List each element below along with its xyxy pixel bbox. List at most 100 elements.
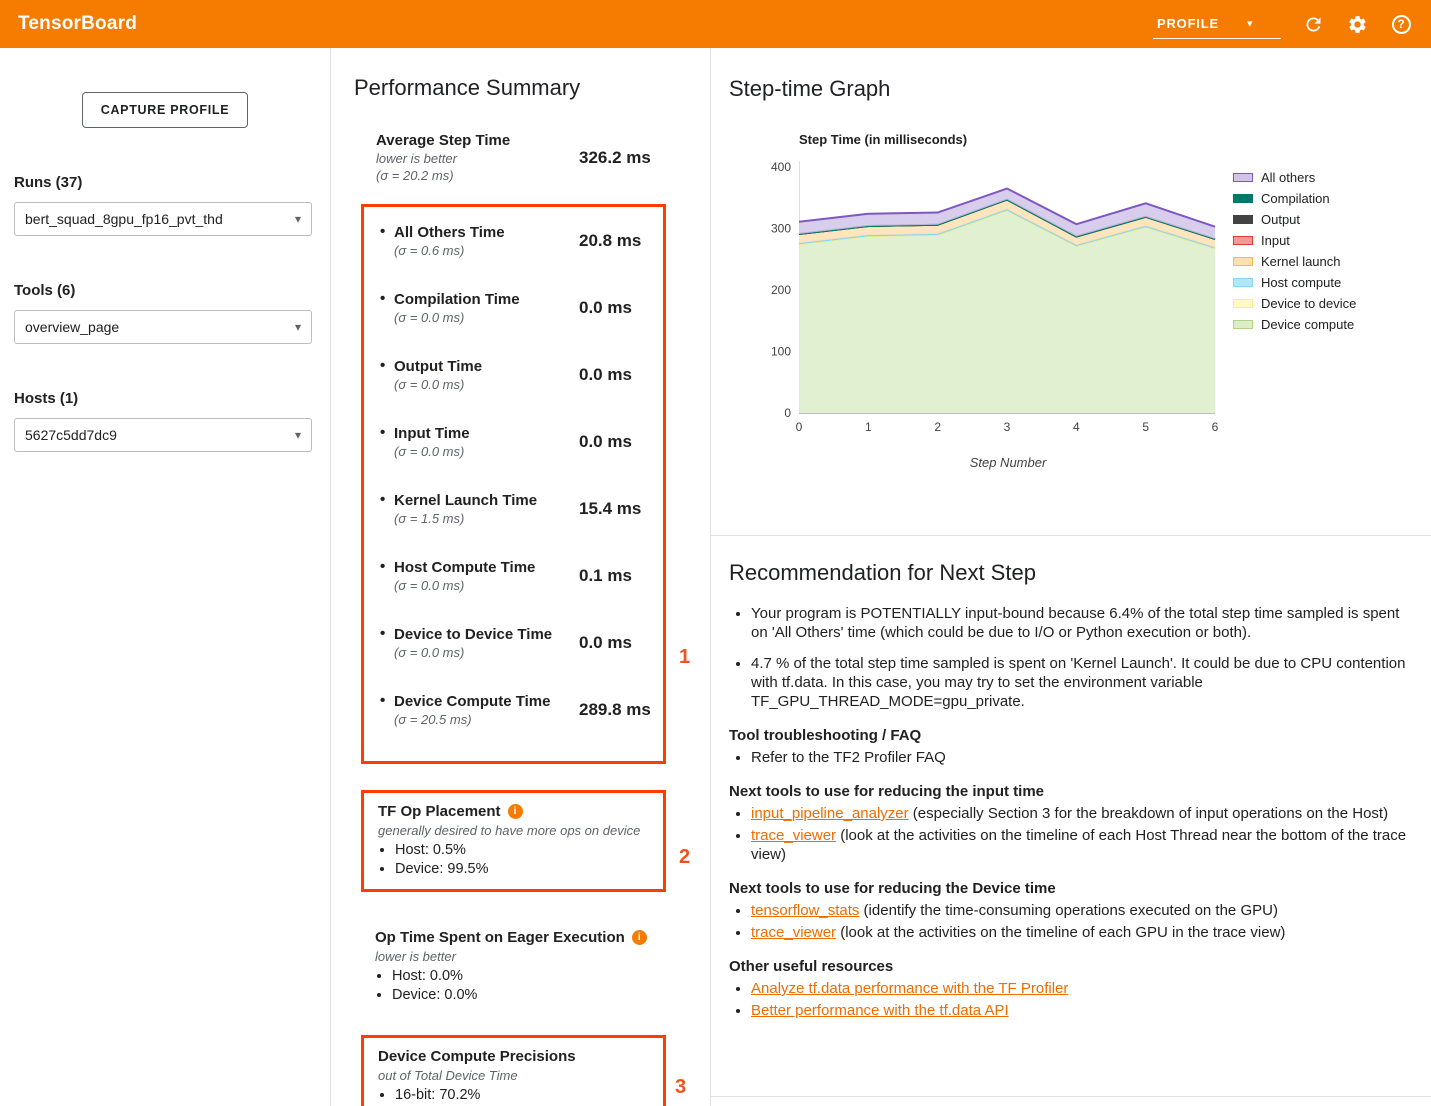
tf-op-placement-hint: generally desired to have more ops on de…: [378, 823, 653, 838]
metric-row: Device Compute Time (σ = 20.5 ms) 289.8 …: [378, 692, 653, 728]
tools-group: Tools (6) overview_page ▾: [14, 282, 316, 344]
rec-link[interactable]: input_pipeline_analyzer: [751, 805, 909, 822]
rec-text: (especially Section 3 for the breakdown …: [909, 805, 1388, 822]
metric-row: Kernel Launch Time (σ = 1.5 ms) 15.4 ms: [378, 491, 653, 527]
rec-link[interactable]: trace_viewer: [751, 924, 836, 941]
info-icon[interactable]: i: [508, 804, 523, 819]
refresh-button[interactable]: [1301, 12, 1325, 36]
app-bar: TensorBoard PROFILE ▾ ?: [0, 0, 1431, 48]
legend-item: All others: [1233, 167, 1356, 188]
metric-value: 20.8 ms: [579, 231, 641, 251]
help-icon: ?: [1392, 15, 1411, 34]
rec-text: Refer to the TF2 Profiler FAQ: [751, 749, 946, 766]
help-button[interactable]: ?: [1389, 12, 1413, 36]
settings-button[interactable]: [1345, 12, 1369, 36]
metric-label: Host Compute Time: [394, 558, 579, 577]
metric-value: 0.0 ms: [579, 365, 632, 385]
svg-text:3: 3: [1004, 420, 1011, 434]
info-icon[interactable]: i: [632, 930, 647, 945]
legend-swatch: [1233, 299, 1253, 308]
legend-label: Compilation: [1261, 191, 1330, 206]
legend-swatch: [1233, 320, 1253, 329]
metric-label: Compilation Time: [394, 290, 579, 309]
metric-value: 0.0 ms: [579, 298, 632, 318]
rec-section-heading: Next tools to use for reducing the input…: [729, 783, 1419, 800]
metric-sigma: (σ = 20.5 ms): [394, 711, 579, 728]
metric-label: Device Compute Time: [394, 692, 579, 711]
metric-row: Host Compute Time (σ = 0.0 ms) 0.1 ms: [378, 558, 653, 594]
recommendation-title: Recommendation for Next Step: [729, 560, 1419, 586]
metric-sigma: (σ = 0.0 ms): [394, 577, 579, 594]
average-step-time-row: Average Step Time lower is better (σ = 2…: [376, 131, 710, 184]
app-title: TensorBoard: [18, 13, 137, 35]
hosts-select[interactable]: 5627c5dd7dc9 ▾: [14, 418, 312, 452]
recommendation-bullets: Your program is POTENTIALLY input-bound …: [751, 604, 1411, 711]
chevron-down-icon: ▾: [295, 428, 301, 442]
metric-sigma: (σ = 0.0 ms): [394, 376, 579, 393]
metric-row: Device to Device Time (σ = 0.0 ms) 0.0 m…: [378, 625, 653, 661]
runs-select[interactable]: bert_squad_8gpu_fp16_pvt_thd ▾: [14, 202, 312, 236]
metric-value: 0.0 ms: [579, 432, 632, 452]
legend-label: Kernel launch: [1261, 254, 1341, 269]
svg-text:300: 300: [771, 222, 791, 236]
metric-value: 15.4 ms: [579, 499, 641, 519]
dashboard-selector[interactable]: PROFILE ▾: [1153, 10, 1281, 39]
rec-list-item: Refer to the TF2 Profiler FAQ: [751, 748, 1419, 767]
legend-swatch: [1233, 215, 1253, 224]
chevron-down-icon: ▾: [295, 212, 301, 226]
rec-list-item: tensorflow_stats (identify the time-cons…: [751, 901, 1419, 920]
svg-text:1: 1: [865, 420, 872, 434]
svg-text:2: 2: [934, 420, 941, 434]
capture-profile-button[interactable]: CAPTURE PROFILE: [82, 92, 249, 128]
legend-item: Input: [1233, 230, 1356, 251]
legend-swatch: [1233, 173, 1253, 182]
step-time-graph-panel: Step-time Graph Step Time (in millisecon…: [711, 48, 1431, 536]
rec-section-device-time: Next tools to use for reducing the Devic…: [729, 880, 1419, 942]
svg-text:5: 5: [1142, 420, 1149, 434]
legend-label: All others: [1261, 170, 1315, 185]
legend-label: Device compute: [1261, 317, 1354, 332]
metric-label: Kernel Launch Time: [394, 491, 579, 510]
metric-label: Output Time: [394, 357, 579, 376]
chart-xlabel: Step Number: [753, 455, 1223, 470]
legend-item: Kernel launch: [1233, 251, 1356, 272]
legend-item: Device to device: [1233, 293, 1356, 314]
metric-value: 326.2 ms: [579, 148, 651, 168]
recommendation-panel: Recommendation for Next Step Your progra…: [711, 536, 1431, 1097]
hosts-select-value: 5627c5dd7dc9: [25, 427, 117, 443]
rec-section-heading: Next tools to use for reducing the Devic…: [729, 880, 1419, 897]
legend-item: Host compute: [1233, 272, 1356, 293]
rec-link[interactable]: Analyze tf.data performance with the TF …: [751, 980, 1068, 997]
sidebar: CAPTURE PROFILE Runs (37) bert_squad_8gp…: [0, 48, 331, 1106]
app-bar-actions: PROFILE ▾ ?: [1153, 10, 1413, 39]
performance-summary-title: Performance Summary: [354, 75, 710, 101]
performance-summary-panel: Performance Summary Average Step Time lo…: [331, 48, 711, 1106]
metric-sigma: (σ = 20.2 ms): [376, 167, 579, 184]
rec-link[interactable]: tensorflow_stats: [751, 902, 859, 919]
right-panel: Step-time Graph Step Time (in millisecon…: [711, 48, 1431, 1106]
eager-title: Op Time Spent on Eager Execution: [375, 928, 625, 947]
rec-list-item: Analyze tf.data performance with the TF …: [751, 979, 1419, 998]
svg-text:4: 4: [1073, 420, 1080, 434]
rec-section-input-time: Next tools to use for reducing the input…: [729, 783, 1419, 864]
main-layout: CAPTURE PROFILE Runs (37) bert_squad_8gp…: [0, 48, 1431, 1106]
eager-execution-block: Op Time Spent on Eager Execution i lower…: [375, 928, 710, 1005]
recommendation-bullet: 4.7 % of the total step time sampled is …: [751, 654, 1411, 711]
chart-block: Step Time (in milliseconds) 010020030040…: [753, 132, 1431, 470]
metric-value: 0.1 ms: [579, 566, 632, 586]
eager-device: Device: 0.0%: [392, 986, 710, 1005]
rec-link[interactable]: trace_viewer: [751, 827, 836, 844]
rec-section-resources: Other useful resources Analyze tf.data p…: [729, 958, 1419, 1020]
legend-item: Compilation: [1233, 188, 1356, 209]
runs-label: Runs (37): [14, 174, 316, 191]
tools-select[interactable]: overview_page ▾: [14, 310, 312, 344]
eager-hint: lower is better: [375, 949, 710, 964]
rec-link[interactable]: Better performance with the tf.data API: [751, 1002, 1009, 1019]
legend-swatch: [1233, 278, 1253, 287]
svg-text:100: 100: [771, 345, 791, 359]
legend-swatch: [1233, 257, 1253, 266]
metric-value: 0.0 ms: [579, 633, 632, 653]
metric-hint: lower is better: [376, 150, 579, 167]
dashboard-selector-label: PROFILE: [1157, 16, 1219, 31]
refresh-icon: [1303, 14, 1324, 35]
